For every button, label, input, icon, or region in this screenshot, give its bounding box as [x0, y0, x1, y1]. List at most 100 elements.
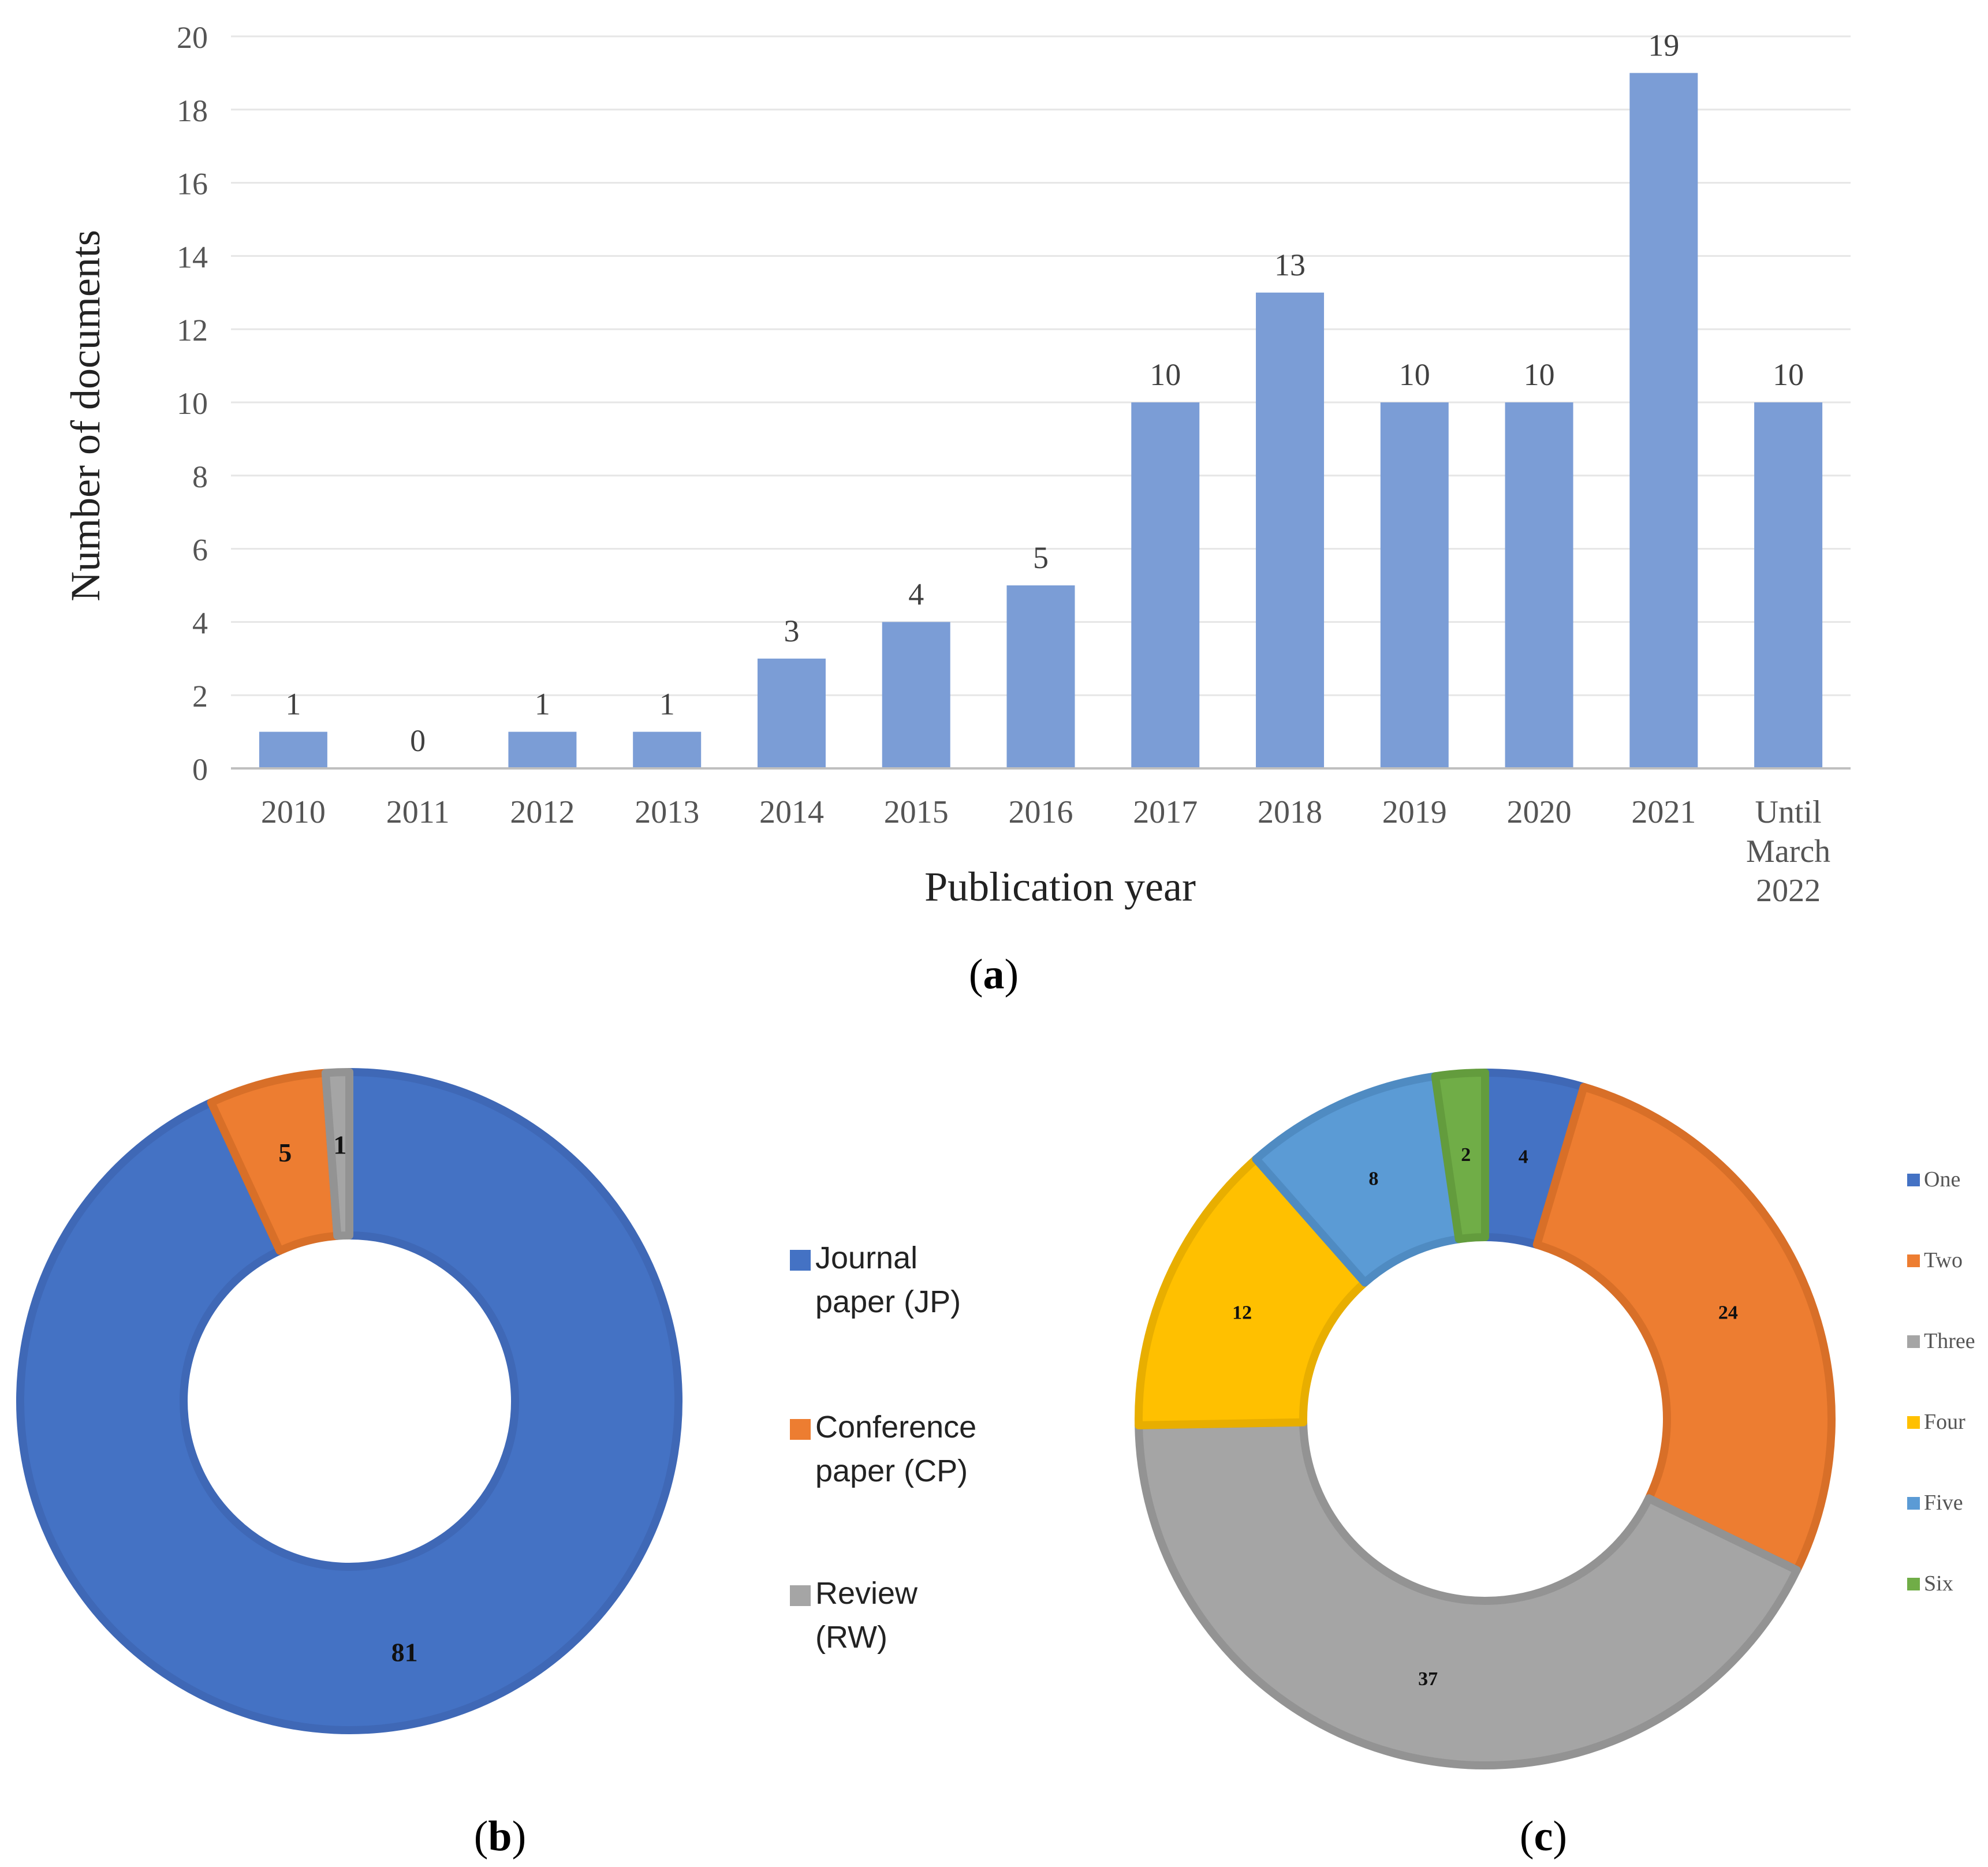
- bar: [1131, 402, 1200, 768]
- bar-value-label: 10: [1150, 357, 1181, 392]
- y-tick-label: 6: [192, 533, 208, 567]
- bar-value-label: 10: [1399, 357, 1430, 392]
- slice-value-labels: 81 5 1: [278, 1130, 417, 1667]
- donut-slice: [1431, 1069, 1489, 1244]
- y-tick-label: 4: [192, 606, 208, 640]
- bar-value-label: 10: [1524, 357, 1555, 392]
- y-tick-label: 0: [192, 752, 208, 787]
- donut-slice: [1532, 1082, 1836, 1574]
- x-tick-label: 2014: [759, 794, 824, 830]
- y-tick-label: 12: [177, 313, 208, 348]
- legend-label: Four: [1924, 1410, 1965, 1434]
- panel-label-a: (a): [969, 951, 1019, 998]
- bar: [633, 731, 702, 768]
- y-axis-title: Number of documents: [62, 230, 109, 602]
- bar-value-label: 4: [908, 577, 924, 611]
- legend-label: Review (RW): [815, 1576, 918, 1655]
- bar-value-label: 5: [1033, 540, 1049, 575]
- x-tick-label: 2013: [635, 794, 699, 830]
- legend-label: Two: [1924, 1248, 1963, 1272]
- donut-slice: [321, 1068, 353, 1240]
- x-tick-label: 2010: [261, 794, 326, 830]
- x-axis-title: Publication year: [924, 864, 1196, 910]
- legend: One Two Three Four Five Six: [1907, 1167, 1975, 1596]
- bar: [1505, 402, 1573, 768]
- y-gridlines: [231, 35, 1851, 696]
- donut-slice: [1135, 1155, 1369, 1429]
- bar-value-label: 3: [784, 614, 799, 648]
- y-tick-label: 8: [192, 460, 208, 494]
- x-tick-label: Until March 2022: [1746, 794, 1830, 909]
- x-tick-label: 2015: [884, 794, 949, 830]
- y-tick-label: 2: [192, 679, 208, 714]
- x-tick-label: 2011: [386, 794, 450, 830]
- x-tick-label: 2019: [1382, 794, 1447, 830]
- legend-label: Six: [1924, 1571, 1953, 1596]
- bars: [259, 73, 1823, 768]
- slice-value-label: 81: [391, 1638, 418, 1667]
- y-tick-labels: 0 2 4 6 8 10 12 14 16 18 20: [177, 20, 208, 787]
- bar-value-label: 19: [1648, 28, 1679, 62]
- bar-value-label: 1: [285, 687, 301, 722]
- bar: [1629, 73, 1698, 768]
- bar: [1256, 292, 1325, 768]
- legend-label: Five: [1924, 1491, 1963, 1515]
- bar: [1754, 402, 1823, 768]
- slice-value-label: 1: [333, 1130, 346, 1159]
- legend-label: Three: [1924, 1329, 1975, 1353]
- bar: [259, 731, 327, 768]
- x-tick-labels: 2010 2011 2012 2013 2014 2015 2016 2017 2018 2019…: [261, 794, 1830, 909]
- y-tick-label: 18: [177, 94, 208, 128]
- slice-value-label: 5: [278, 1138, 292, 1167]
- legend-swatch: [790, 1419, 811, 1440]
- slice-value-labels: 4 24 37 12 8 2: [1232, 1144, 1738, 1690]
- legend-label: One: [1924, 1167, 1960, 1192]
- donut-chart-document-type: 81 5 1 Journal paper (JP) Conference paper (C…: [16, 1068, 976, 1860]
- slice-value-label: 8: [1368, 1168, 1378, 1189]
- y-tick-label: 10: [177, 386, 208, 421]
- donut-slices: [16, 1068, 682, 1734]
- x-tick-label: 2021: [1631, 794, 1696, 830]
- x-tick-label: 2012: [510, 794, 575, 830]
- donut-slice: [1135, 1418, 1801, 1769]
- slice-value-label: 2: [1461, 1144, 1471, 1166]
- legend-label: Journal paper (JP): [815, 1241, 961, 1319]
- bar-value-label: 13: [1274, 248, 1306, 282]
- legend: Journal paper (JP) Conference paper (CP) Rev…: [790, 1241, 976, 1655]
- slice-value-label: 12: [1232, 1302, 1252, 1323]
- bar: [757, 658, 826, 768]
- legend-swatch: [790, 1250, 811, 1271]
- bar-value-label: 10: [1773, 357, 1804, 392]
- legend-swatch: [1907, 1497, 1920, 1510]
- bar-value-label: 1: [535, 687, 550, 722]
- legend-swatch: [1907, 1254, 1920, 1267]
- slice-value-label: 37: [1418, 1668, 1438, 1690]
- bar: [508, 731, 577, 768]
- donut-chart-author-count: 4 24 37 12 8 2 One Two Three Four Five Six (c): [1135, 1069, 1975, 1860]
- bar: [882, 622, 950, 768]
- donut-slice: [16, 1068, 682, 1734]
- slice-value-label: 4: [1519, 1147, 1528, 1168]
- slice-value-label: 24: [1718, 1302, 1738, 1323]
- legend-swatch: [1907, 1416, 1920, 1429]
- y-tick-label: 20: [177, 20, 208, 55]
- bar-value-label: 1: [659, 687, 675, 722]
- x-tick-label: 2016: [1009, 794, 1073, 830]
- bar: [1006, 585, 1075, 768]
- legend-swatch: [1907, 1335, 1920, 1348]
- donut-slices: [1135, 1069, 1836, 1769]
- x-tick-label: 2020: [1507, 794, 1572, 830]
- panel-label-b: (b): [474, 1813, 526, 1860]
- x-tick-label: 2017: [1133, 794, 1198, 830]
- legend-label: Conference paper (CP): [815, 1410, 976, 1488]
- legend-swatch: [1907, 1174, 1920, 1186]
- y-tick-label: 14: [177, 240, 208, 274]
- bar-value-label: 0: [410, 723, 426, 758]
- legend-swatch: [790, 1585, 811, 1606]
- panel-label-c: (c): [1520, 1813, 1567, 1860]
- x-tick-label: 2018: [1258, 794, 1322, 830]
- bar: [1380, 402, 1449, 768]
